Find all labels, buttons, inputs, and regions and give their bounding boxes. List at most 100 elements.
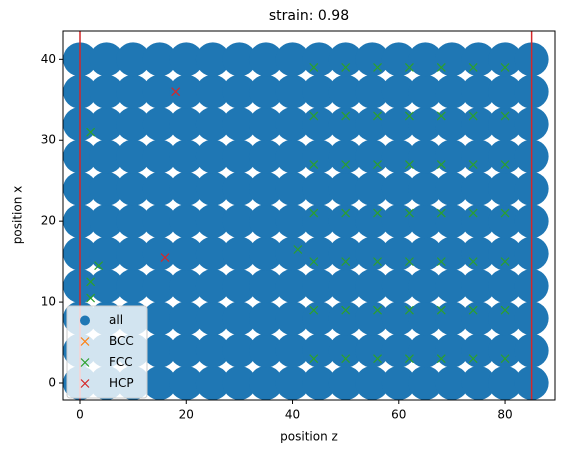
point (408, 42, 443, 77)
y-tick-label: 40 (41, 52, 56, 66)
point (160, 253, 170, 263)
point (89, 107, 124, 142)
point (408, 236, 443, 271)
point (309, 111, 319, 121)
x-tick-label: 20 (179, 408, 194, 422)
point (116, 107, 151, 142)
point (195, 333, 230, 368)
point (461, 204, 496, 239)
point (461, 301, 496, 336)
point (341, 111, 351, 121)
point (275, 333, 310, 368)
point (248, 301, 283, 336)
point (355, 236, 390, 271)
point (404, 208, 414, 218)
point (275, 42, 310, 77)
point (381, 74, 416, 109)
point (461, 236, 496, 271)
point (381, 301, 416, 336)
point (404, 160, 414, 169)
y-tick-label: 20 (41, 214, 56, 228)
point (86, 277, 96, 287)
legend-label: FCC (109, 355, 133, 369)
point (500, 62, 510, 72)
point (309, 354, 319, 364)
point (355, 268, 390, 303)
x-tick-label: 60 (391, 408, 406, 422)
legend-label: BCC (109, 334, 134, 348)
point (222, 42, 257, 77)
point (169, 204, 204, 239)
point (222, 333, 257, 368)
point (86, 293, 96, 303)
point (461, 171, 496, 206)
point (222, 301, 257, 336)
x-tick-label: 0 (76, 408, 84, 422)
point (328, 171, 363, 206)
point (408, 366, 443, 400)
point (328, 236, 363, 271)
point (116, 171, 151, 206)
point (434, 333, 469, 368)
point (355, 366, 390, 400)
point (488, 204, 523, 239)
point (275, 366, 310, 400)
point (116, 204, 151, 239)
point (381, 204, 416, 239)
point (222, 74, 257, 109)
point (461, 139, 496, 174)
point (302, 74, 337, 109)
point (434, 107, 469, 142)
point (248, 139, 283, 174)
point (408, 139, 443, 174)
point (500, 354, 510, 364)
point (373, 111, 382, 121)
point (468, 62, 478, 72)
point (116, 268, 151, 303)
point (328, 366, 363, 400)
point (248, 268, 283, 303)
point (275, 74, 310, 109)
point (404, 62, 414, 72)
point (142, 301, 177, 336)
point (86, 127, 96, 137)
point (408, 268, 443, 303)
point (328, 74, 363, 109)
legend-marker (80, 315, 90, 326)
point (488, 366, 523, 400)
point (436, 305, 446, 315)
axes-frame (62, 30, 556, 401)
x-axis-label: position z (280, 430, 338, 444)
point (142, 333, 177, 368)
point (89, 268, 124, 303)
point (500, 208, 510, 218)
legend-marker (80, 358, 90, 367)
point (355, 42, 390, 77)
point (195, 171, 230, 206)
y-tick-label: 0 (48, 376, 56, 390)
point (341, 160, 351, 169)
point (328, 139, 363, 174)
point (381, 139, 416, 174)
point (89, 236, 124, 271)
point (302, 171, 337, 206)
point (302, 301, 337, 336)
point (488, 333, 523, 368)
point (248, 236, 283, 271)
point (436, 354, 446, 364)
point (142, 236, 177, 271)
point (275, 139, 310, 174)
point (169, 268, 204, 303)
point (434, 74, 469, 109)
point (328, 301, 363, 336)
point (116, 236, 151, 271)
point (468, 354, 478, 364)
point (275, 236, 310, 271)
point (468, 257, 478, 267)
point (434, 171, 469, 206)
point (142, 74, 177, 109)
point (488, 107, 523, 142)
point (488, 301, 523, 336)
point (275, 204, 310, 239)
chart-title: strain: 0.98 (269, 8, 349, 24)
